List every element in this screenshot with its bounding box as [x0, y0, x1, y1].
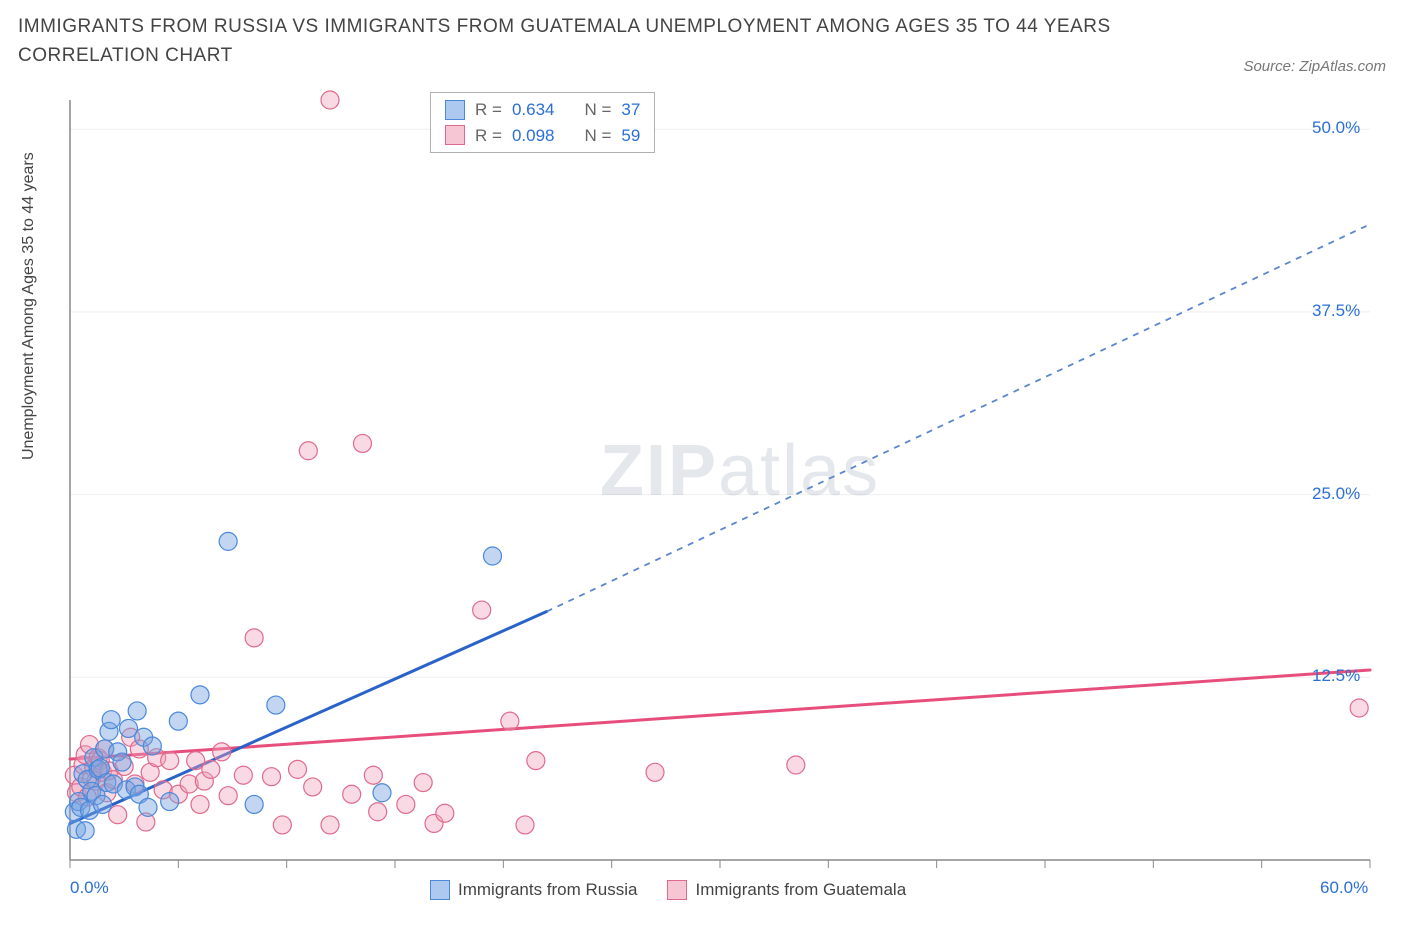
y-tick-label: 37.5% [1312, 301, 1360, 321]
y-tick-label: 12.5% [1312, 666, 1360, 686]
y-axis-label: Unemployment Among Ages 35 to 44 years [20, 152, 38, 460]
swatch-russia [430, 880, 450, 900]
x-tick-label: 60.0% [1320, 878, 1368, 898]
scatter-chart-svg [58, 90, 1384, 890]
n-value: 37 [621, 97, 640, 123]
chart-title: IMMIGRANTS FROM RUSSIA VS IMMIGRANTS FRO… [18, 12, 1118, 71]
source-label: Source: ZipAtlas.com [1243, 58, 1386, 75]
series-legend: Immigrants from Russia Immigrants from G… [430, 880, 906, 900]
swatch-guatemala [667, 880, 687, 900]
x-tick-label: 0.0% [70, 878, 109, 898]
y-tick-label: 50.0% [1312, 118, 1360, 138]
r-value: 0.634 [512, 97, 555, 123]
r-value: 0.098 [512, 123, 555, 149]
series-legend-item-1: Immigrants from Guatemala [667, 880, 906, 900]
series-legend-label: Immigrants from Guatemala [695, 880, 906, 900]
r-label: R = [475, 97, 502, 123]
correlation-legend-row-0: R = 0.634 N = 37 [445, 97, 640, 123]
series-legend-item-0: Immigrants from Russia [430, 880, 637, 900]
r-label: R = [475, 123, 502, 149]
n-label: N = [584, 97, 611, 123]
correlation-legend: R = 0.634 N = 37 R = 0.098 N = 59 [430, 92, 655, 153]
chart-plot-area [58, 90, 1384, 890]
swatch-russia [445, 100, 465, 120]
swatch-guatemala [445, 125, 465, 145]
n-label: N = [584, 123, 611, 149]
y-tick-label: 25.0% [1312, 484, 1360, 504]
correlation-legend-row-1: R = 0.098 N = 59 [445, 123, 640, 149]
series-legend-label: Immigrants from Russia [458, 880, 637, 900]
n-value: 59 [621, 123, 640, 149]
